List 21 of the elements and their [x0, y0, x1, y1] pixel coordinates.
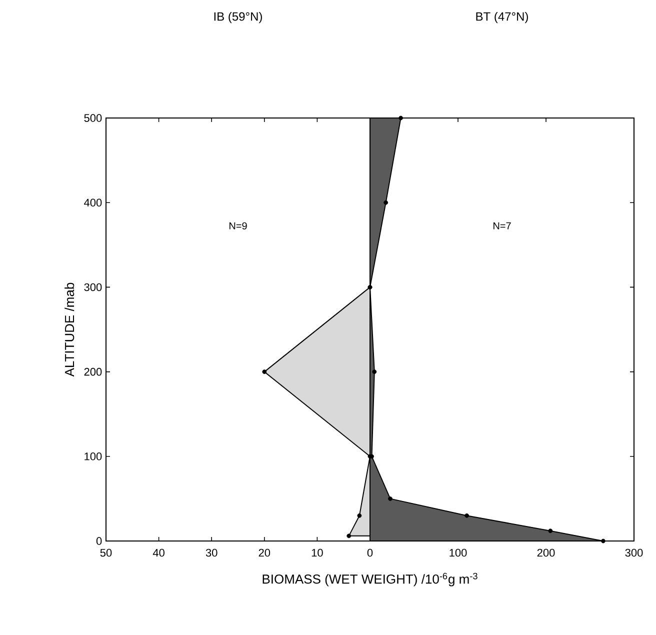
- x-tick-label: 100: [450, 548, 467, 557]
- x-tick-label: 0: [367, 548, 373, 557]
- y-axis-title: ALTITUDE /mab: [64, 282, 74, 377]
- annotation: N=9: [230, 222, 247, 230]
- x-tick-label: 10: [312, 548, 323, 557]
- x-tick-label: 30: [206, 548, 218, 557]
- y-tick-label: 0: [96, 537, 102, 545]
- y-tick-label: 400: [84, 198, 102, 206]
- annotation: N=7: [494, 222, 511, 230]
- x-tick-label: 300: [625, 548, 643, 557]
- y-tick-label: 200: [84, 368, 102, 376]
- x-tick-label: 50: [100, 548, 112, 557]
- chart-title: BT (47°N): [476, 12, 528, 24]
- x-axis-title: BIOMASS (WET WEIGHT) /10$^{-6}$g m$^{-3}$: [262, 572, 478, 586]
- x-tick-label: 40: [152, 548, 164, 557]
- y-tick-label: 500: [84, 114, 102, 122]
- x-tick-label: 20: [258, 548, 270, 557]
- y-tick-label: 300: [84, 283, 102, 292]
- x-tick-label: 200: [537, 548, 555, 557]
- chart-title: IB (59°N): [214, 12, 262, 24]
- y-tick-label: 100: [84, 452, 102, 460]
